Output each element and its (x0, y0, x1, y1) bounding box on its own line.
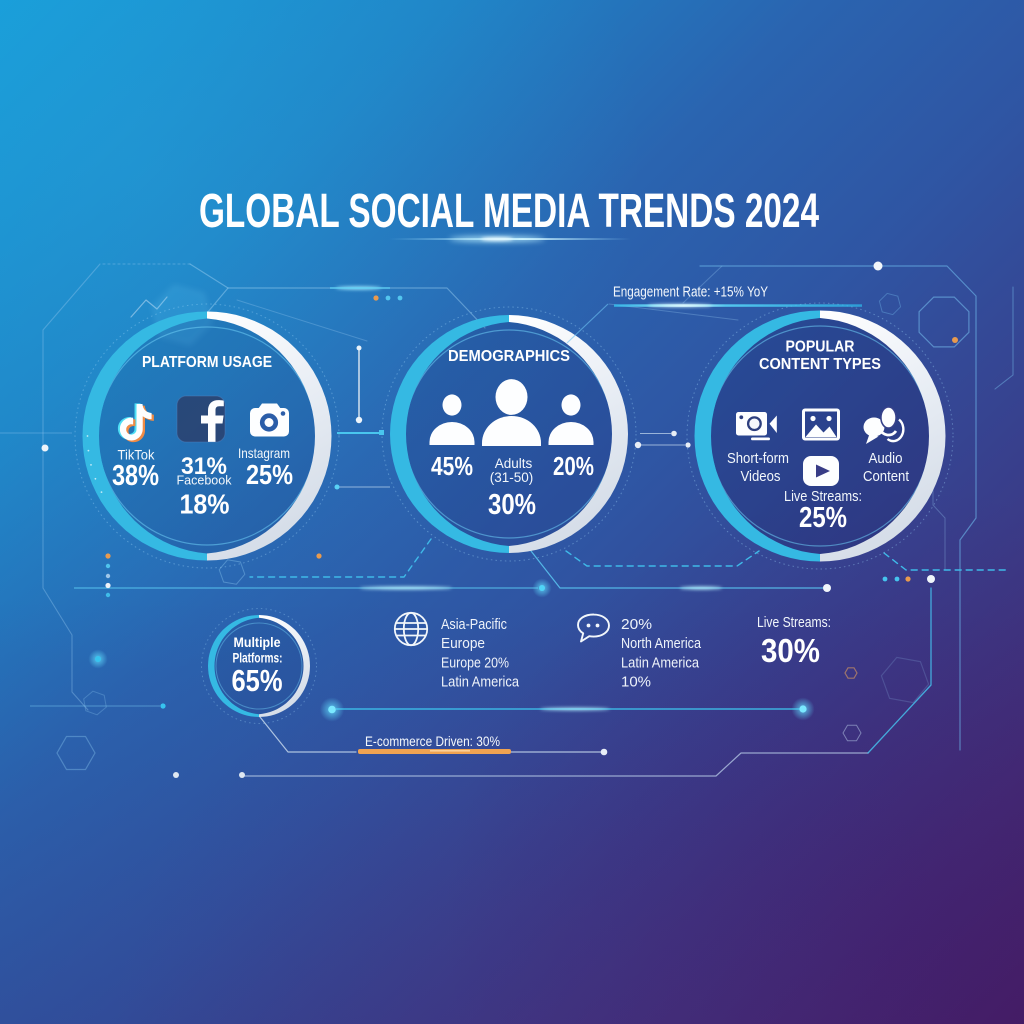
svg-text:Instagram: Instagram (238, 445, 290, 461)
svg-text:Engagement Rate: +15% YoY: Engagement Rate: +15% YoY (613, 285, 768, 301)
svg-text:25%: 25% (799, 502, 847, 534)
svg-text:TikTok: TikTok (118, 448, 155, 463)
svg-text:Audio: Audio (869, 451, 903, 467)
svg-text:Content: Content (863, 469, 909, 485)
svg-text:Live Streams:: Live Streams: (757, 614, 831, 631)
svg-text:18%: 18% (180, 489, 230, 520)
svg-text:30%: 30% (488, 489, 536, 521)
svg-text:Short-form: Short-form (727, 451, 789, 467)
svg-text:Platforms:: Platforms: (233, 651, 283, 666)
svg-text:45%: 45% (431, 451, 473, 481)
svg-text:DEMOGRAPHICS: DEMOGRAPHICS (448, 348, 570, 365)
svg-text:North America: North America (621, 636, 702, 652)
svg-text:Asia-Pacific: Asia-Pacific (441, 617, 507, 633)
svg-text:10%: 10% (621, 675, 651, 691)
svg-text:Adults: Adults (495, 456, 533, 471)
svg-text:Facebook: Facebook (177, 473, 232, 488)
svg-text:20%: 20% (621, 617, 652, 633)
svg-text:Videos: Videos (741, 469, 781, 485)
svg-text:Multiple: Multiple (234, 635, 281, 650)
svg-text:POPULAR: POPULAR (786, 339, 855, 356)
svg-text:25%: 25% (246, 459, 293, 490)
svg-text:Live Streams:: Live Streams: (784, 488, 862, 505)
svg-text:E-commerce Driven: 30%: E-commerce Driven: 30% (365, 734, 500, 750)
svg-text:20%: 20% (553, 451, 594, 481)
svg-text:65%: 65% (232, 663, 283, 698)
svg-text:(31-50): (31-50) (490, 470, 534, 485)
svg-text:CONTENT TYPES: CONTENT TYPES (759, 356, 881, 373)
svg-text:Europe: Europe (441, 636, 485, 652)
svg-text:Europe 20%: Europe 20% (441, 655, 509, 671)
svg-text:GLOBAL SOCIAL MEDIA TRENDS 202: GLOBAL SOCIAL MEDIA TRENDS 2024 (199, 185, 819, 238)
svg-text:38%: 38% (112, 460, 159, 492)
svg-text:31%: 31% (181, 453, 227, 480)
svg-text:Latin America: Latin America (621, 655, 700, 671)
svg-text:PLATFORM USAGE: PLATFORM USAGE (142, 354, 272, 371)
svg-text:Latin America: Latin America (441, 675, 520, 691)
svg-text:30%: 30% (761, 632, 820, 669)
